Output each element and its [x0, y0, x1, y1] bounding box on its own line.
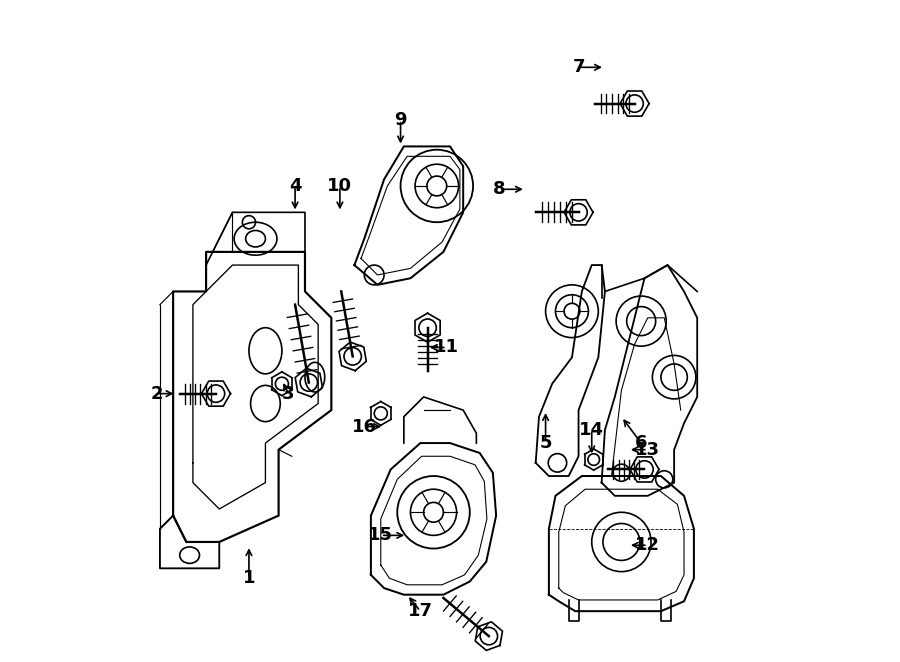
Text: 9: 9	[394, 111, 407, 129]
Text: 5: 5	[539, 434, 552, 452]
Text: 2: 2	[150, 385, 163, 402]
Text: 7: 7	[572, 58, 585, 76]
Text: 12: 12	[635, 536, 661, 554]
Text: 17: 17	[408, 602, 433, 620]
Text: 3: 3	[283, 385, 294, 402]
Text: 4: 4	[289, 177, 302, 195]
Text: 10: 10	[328, 177, 353, 195]
Text: 15: 15	[368, 526, 393, 544]
Text: 13: 13	[635, 441, 661, 459]
Text: 16: 16	[352, 418, 377, 436]
Text: 8: 8	[493, 180, 506, 198]
Text: 11: 11	[434, 338, 459, 356]
Text: 14: 14	[580, 421, 604, 439]
Text: 6: 6	[634, 434, 647, 452]
Text: 1: 1	[243, 569, 256, 587]
